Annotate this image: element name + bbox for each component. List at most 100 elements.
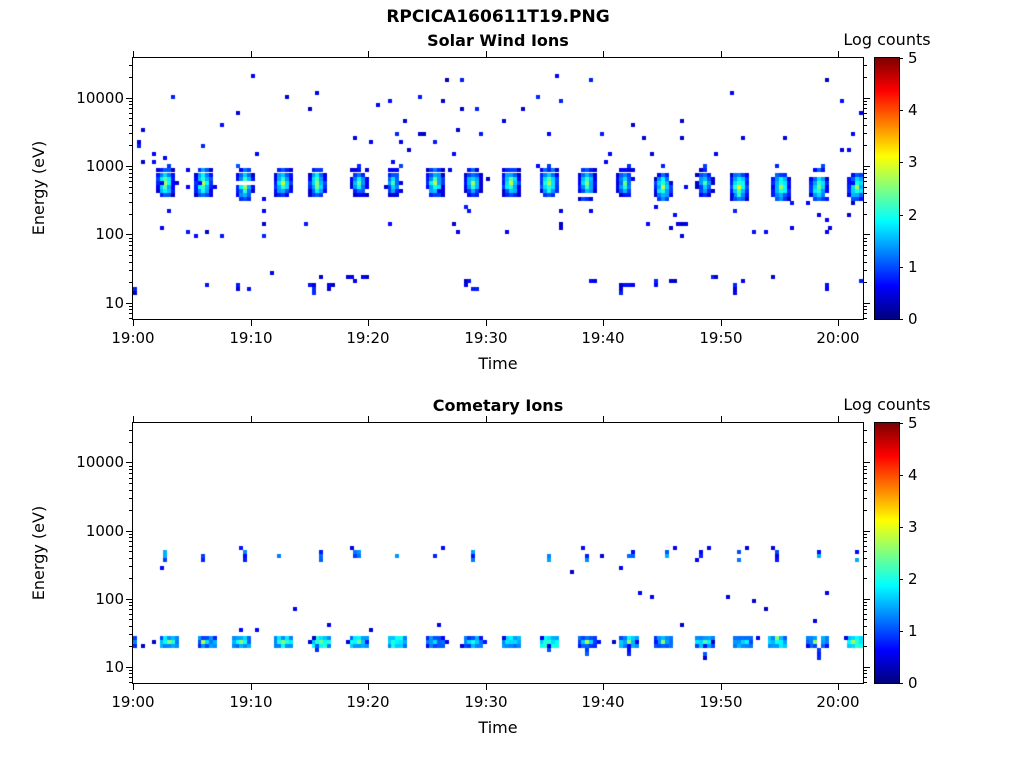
plot-frame-cometary (132, 422, 864, 684)
y-tick-label: 1000 (85, 157, 124, 175)
axis-tick (129, 546, 133, 547)
axis-tick (863, 303, 870, 304)
axis-tick (863, 619, 867, 620)
colorbar-cometary (875, 423, 899, 683)
axis-tick (129, 510, 133, 511)
colorbar-tick-label: 1 (908, 258, 918, 276)
axis-tick (129, 125, 133, 126)
axis-tick (129, 442, 133, 443)
x-tick-label: 19:50 (699, 329, 743, 347)
x-tick-label: 20:00 (816, 693, 860, 711)
axis-tick (603, 683, 604, 690)
axis-tick (863, 634, 867, 635)
axis-tick (863, 534, 867, 535)
axis-tick (863, 125, 867, 126)
axis-tick (899, 683, 903, 684)
axis-tick (133, 416, 134, 423)
axis-tick (863, 469, 867, 470)
axis-tick (899, 162, 903, 163)
x-tick-label: 19:20 (346, 329, 390, 347)
axis-tick (129, 270, 133, 271)
axis-tick (899, 579, 903, 580)
axis-tick (129, 262, 133, 263)
x-tick-label: 19:30 (464, 693, 508, 711)
axis-tick (863, 133, 867, 134)
axis-tick (863, 181, 867, 182)
panel-title-solar-wind: Solar Wind Ions (427, 31, 569, 50)
x-tick-label: 19:00 (111, 329, 155, 347)
axis-tick (603, 51, 604, 58)
x-axis-label-cometary: Time (478, 718, 518, 737)
axis-tick (133, 683, 134, 690)
x-tick-label: 19:50 (699, 693, 743, 711)
axis-tick (863, 113, 867, 114)
axis-tick (863, 478, 867, 479)
axis-tick (899, 110, 903, 111)
axis-tick (129, 682, 133, 683)
axis-tick (129, 245, 133, 246)
axis-tick (863, 670, 867, 671)
axis-tick (129, 318, 133, 319)
axis-tick (368, 683, 369, 690)
axis-tick (129, 133, 133, 134)
axis-tick (486, 416, 487, 423)
axis-tick (863, 498, 867, 499)
colorbar-tick-label: 0 (908, 310, 918, 328)
axis-tick (863, 214, 867, 215)
axis-tick (863, 473, 867, 474)
axis-tick (863, 282, 867, 283)
axis-tick (251, 416, 252, 423)
figure-title: RPCICA160611T19.PNG (386, 7, 610, 27)
axis-tick (863, 614, 867, 615)
plot-frame-solar-wind (132, 57, 864, 320)
colorbar-tick-label: 2 (908, 206, 918, 224)
axis-tick (863, 318, 867, 319)
axis-tick (899, 215, 903, 216)
colorbar-title-solar-wind: Log counts (843, 30, 931, 49)
y-tick-label: 1000 (85, 522, 124, 540)
axis-tick (899, 423, 903, 424)
axis-tick (129, 498, 133, 499)
axis-tick (899, 267, 903, 268)
colorbar-solar-wind (875, 58, 899, 319)
axis-tick (863, 430, 867, 431)
axis-tick (129, 578, 133, 579)
axis-tick (603, 416, 604, 423)
axis-tick (129, 169, 133, 170)
y-tick-label: 10 (104, 294, 124, 312)
colorbar-frame-solar-wind (874, 57, 900, 320)
axis-tick (721, 683, 722, 690)
axis-tick (126, 462, 133, 463)
colorbar-tick-label: 4 (908, 466, 918, 484)
axis-tick (126, 166, 133, 167)
spectrogram-cometary (133, 423, 863, 683)
axis-tick (133, 319, 134, 326)
colorbar-tick-label: 4 (908, 101, 918, 119)
axis-tick (863, 490, 867, 491)
axis-tick (129, 466, 133, 467)
axis-tick (129, 634, 133, 635)
axis-tick (129, 108, 133, 109)
axis-tick (863, 537, 867, 538)
axis-tick (863, 241, 867, 242)
axis-tick (129, 673, 133, 674)
axis-tick (368, 416, 369, 423)
axis-tick (129, 255, 133, 256)
axis-tick (863, 262, 867, 263)
axis-tick (129, 483, 133, 484)
axis-tick (129, 202, 133, 203)
axis-tick (129, 306, 133, 307)
axis-tick (863, 250, 867, 251)
axis-tick (129, 626, 133, 627)
x-tick-label: 19:40 (581, 329, 625, 347)
axis-tick (126, 599, 133, 600)
axis-tick (126, 303, 133, 304)
axis-tick (863, 65, 867, 66)
axis-tick (486, 319, 487, 326)
axis-tick (863, 682, 867, 683)
axis-tick (863, 255, 867, 256)
axis-tick (129, 145, 133, 146)
axis-tick (863, 309, 867, 310)
axis-tick (129, 670, 133, 671)
axis-tick (129, 551, 133, 552)
